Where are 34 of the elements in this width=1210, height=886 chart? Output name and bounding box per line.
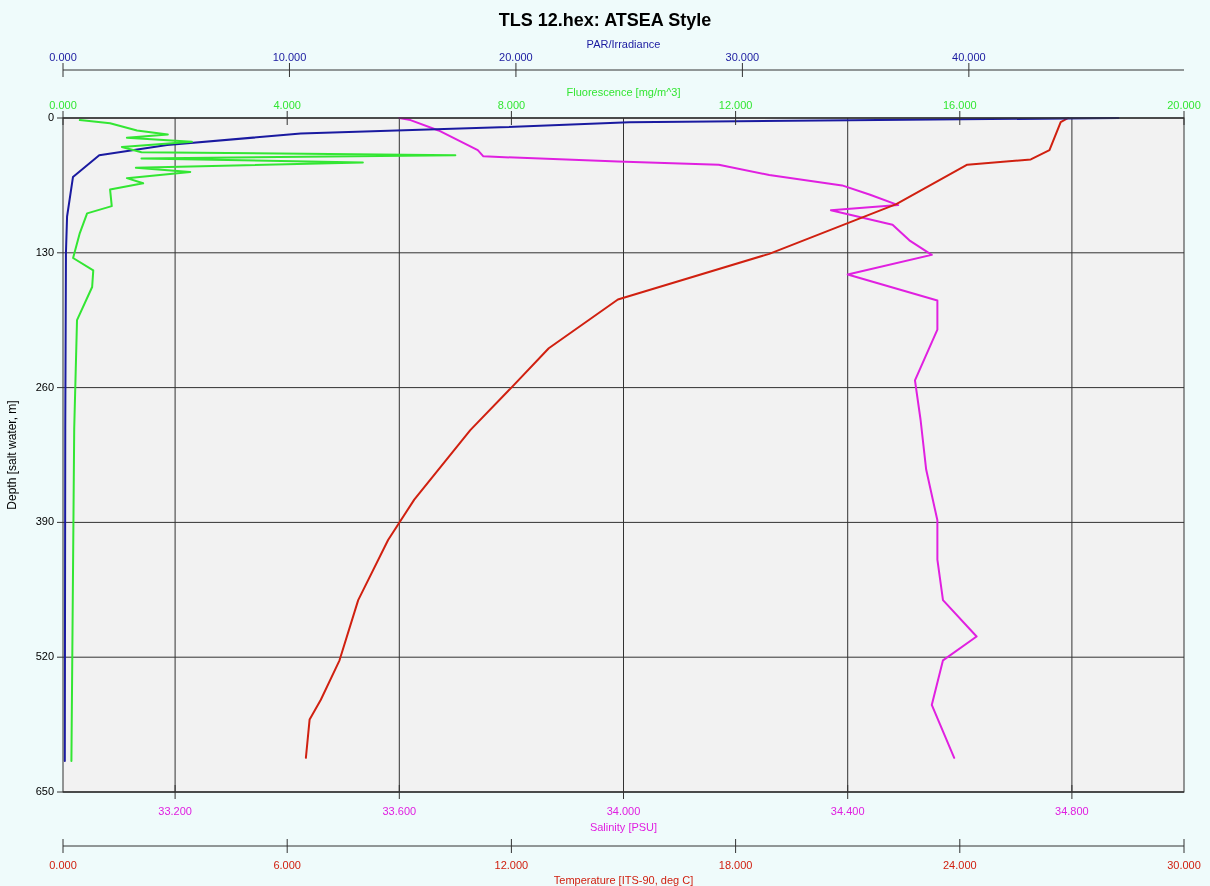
y-axis-title: Depth [salt water, m] — [5, 400, 19, 510]
x2-tick-label: 10.000 — [272, 50, 307, 63]
y-tick-label: 520 — [35, 650, 54, 663]
x-tick-label: 8.000 — [497, 98, 526, 111]
x2-axis-title: PAR/Irradiance — [586, 37, 661, 50]
x-axis-title: Salinity [PSU] — [589, 820, 658, 833]
x2-tick-label: 0.000 — [49, 50, 77, 63]
y-tick-label: 130 — [35, 245, 54, 258]
x2-axis-title: Temperature [ITS-90, deg C] — [553, 873, 694, 886]
x2-tick-label: 12.000 — [494, 858, 529, 871]
x-axis-title: Fluorescence [mg/m^3] — [566, 85, 681, 98]
x-tick-label: 12.000 — [718, 98, 753, 111]
y-tick-label: 0 — [47, 110, 54, 123]
x-tick-label: 34.800 — [1055, 804, 1089, 817]
x2-tick-label: 20.000 — [499, 50, 533, 63]
x2-tick-label: 30.000 — [725, 50, 760, 63]
x2-tick-label: 24.000 — [942, 858, 977, 871]
x2-tick-label: 6.000 — [273, 858, 301, 871]
chart-title: TLS 12.hex: ATSEA Style — [498, 10, 712, 30]
x-tick-label: 20.000 — [1167, 98, 1201, 111]
x-tick-label: 4.000 — [273, 98, 301, 111]
x2-tick-label: 18.000 — [718, 858, 753, 871]
x2-tick-label: 0.000 — [49, 858, 77, 871]
x-tick-label: 16.000 — [942, 98, 977, 111]
y-tick-label: 650 — [35, 784, 54, 797]
x-tick-label: 34.000 — [606, 804, 641, 817]
x2-tick-label: 40.000 — [952, 50, 986, 63]
y-tick-label: 260 — [35, 380, 54, 393]
y-tick-label: 390 — [35, 515, 54, 528]
x-tick-label: 33.600 — [382, 804, 417, 817]
x-tick-label: 33.200 — [158, 804, 192, 817]
x-tick-label: 0.000 — [49, 98, 77, 111]
x-tick-label: 34.400 — [830, 804, 865, 817]
x2-tick-label: 30.000 — [1167, 858, 1201, 871]
